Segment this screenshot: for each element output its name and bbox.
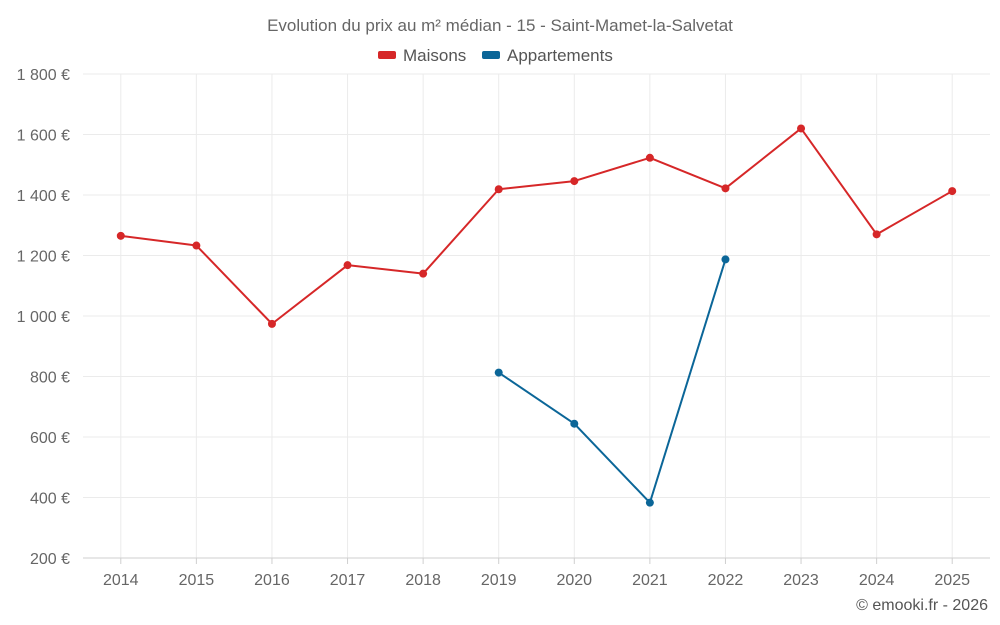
y-tick-label: 800 € [30, 370, 70, 387]
data-point-appartements-2019[interactable] [494, 368, 503, 377]
series [116, 124, 957, 507]
x-tick-label: 2022 [708, 572, 744, 589]
data-point-maisons-2017[interactable] [343, 261, 352, 270]
y-tick-label: 600 € [30, 430, 70, 447]
x-tick-label: 2025 [934, 572, 970, 589]
x-tick-label: 2024 [859, 572, 895, 589]
chart-title: Evolution du prix au m² médian - 15 - Sa… [267, 16, 733, 35]
data-point-maisons-2021[interactable] [645, 153, 654, 162]
legend-label-maisons: Maisons [403, 46, 466, 65]
x-tick-label: 2018 [405, 572, 441, 589]
x-tick-label: 2016 [254, 572, 290, 589]
data-point-maisons-2025[interactable] [948, 187, 957, 196]
data-point-maisons-2024[interactable] [872, 230, 881, 239]
data-point-maisons-2019[interactable] [494, 185, 503, 194]
y-tick-label: 400 € [30, 491, 70, 508]
x-tick-label: 2017 [330, 572, 366, 589]
legend-swatch-maisons [378, 51, 396, 59]
legend: Maisons Appartements [378, 46, 613, 65]
legend-swatch-appartements [482, 51, 500, 59]
legend-label-appartements: Appartements [507, 46, 613, 65]
x-tick-label: 2020 [556, 572, 592, 589]
x-tick-label: 2021 [632, 572, 668, 589]
series-line-maisons [120, 127, 953, 325]
data-point-maisons-2018[interactable] [419, 269, 428, 278]
legend-item-maisons[interactable]: Maisons [378, 46, 466, 65]
y-tick-label: 200 € [30, 551, 70, 568]
y-tick-label: 1 200 € [17, 249, 70, 266]
data-point-maisons-2015[interactable] [192, 241, 201, 250]
y-tick-label: 1 000 € [17, 309, 70, 326]
data-point-appartements-2022[interactable] [721, 255, 730, 264]
series-maisons [116, 124, 957, 328]
series-appartements [494, 255, 730, 507]
data-point-appartements-2021[interactable] [645, 498, 654, 507]
x-tick-label: 2023 [783, 572, 819, 589]
y-tick-label: 1 800 € [17, 67, 70, 84]
data-point-maisons-2016[interactable] [267, 319, 276, 328]
data-point-maisons-2014[interactable] [116, 231, 125, 240]
x-tick-label: 2014 [103, 572, 139, 589]
grid [83, 73, 990, 558]
data-point-maisons-2020[interactable] [570, 177, 579, 186]
y-tick-label: 1 600 € [17, 128, 70, 145]
data-point-appartements-2020[interactable] [570, 419, 579, 428]
series-line-appartements [498, 259, 727, 504]
x-tick-label: 2015 [179, 572, 215, 589]
data-point-maisons-2023[interactable] [797, 124, 806, 133]
credit-text: © emooki.fr - 2026 [856, 597, 988, 614]
legend-item-appartements[interactable]: Appartements [482, 46, 613, 65]
data-point-maisons-2022[interactable] [721, 184, 730, 193]
y-tick-label: 1 400 € [17, 188, 70, 205]
axes: 200 € 400 € 600 € 800 € 1 000 € 1 200 € 1 400 … [17, 67, 990, 589]
x-tick-label: 2019 [481, 572, 517, 589]
